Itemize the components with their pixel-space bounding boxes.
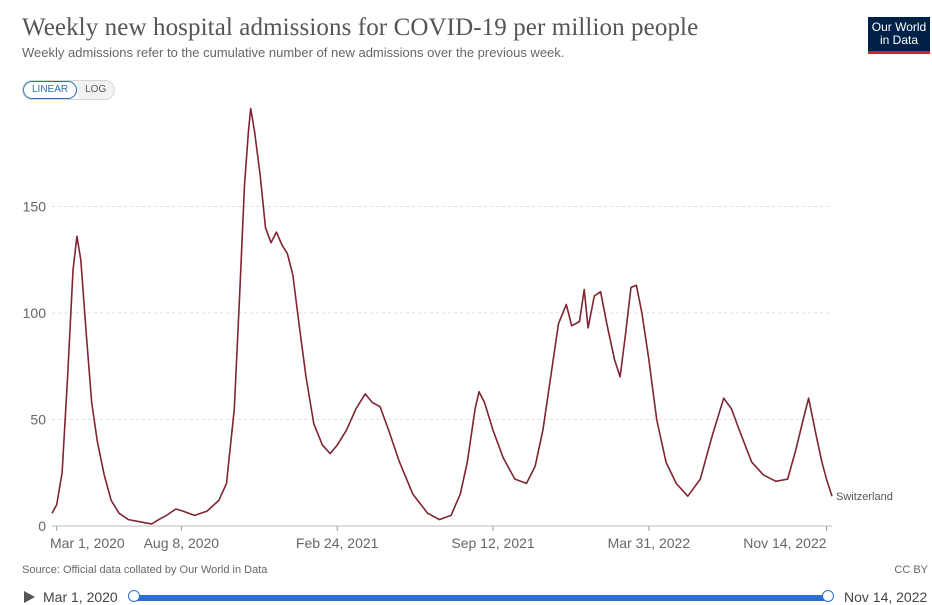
x-tick-label: Nov 14, 2022 <box>743 535 826 551</box>
x-tick-label: Feb 24, 2021 <box>296 535 379 551</box>
logo-line-1: Our World <box>871 20 927 34</box>
x-tick-label: Aug 8, 2020 <box>144 535 220 551</box>
x-tick-label: Sep 12, 2021 <box>451 535 535 551</box>
y-tick-label: 0 <box>38 518 46 534</box>
x-tick-label: Mar 1, 2020 <box>50 535 125 551</box>
chart-title: Weekly new hospital admissions for COVID… <box>22 14 699 41</box>
scale-toggle: LINEAR LOG <box>22 80 116 100</box>
timeline-end-handle[interactable] <box>822 590 834 602</box>
chart-subtitle: Weekly admissions refer to the cumulativ… <box>22 45 565 60</box>
owid-logo[interactable]: Our World in Data <box>868 17 930 54</box>
series-label-switzerland[interactable]: Switzerland <box>836 491 893 503</box>
timeline-start-handle[interactable] <box>128 590 140 602</box>
y-tick-label: 150 <box>23 199 47 215</box>
gridlines <box>52 206 832 527</box>
y-tick-label: 50 <box>30 412 46 428</box>
series-line-switzerland[interactable] <box>51 107 833 525</box>
timeline-start-label: Mar 1, 2020 <box>43 589 118 605</box>
source-note: Source: Official data collated by Our Wo… <box>22 564 268 576</box>
play-icon[interactable] <box>24 591 35 603</box>
license-link[interactable]: CC BY <box>894 564 928 576</box>
y-tick-label: 100 <box>23 305 47 321</box>
timeline-end-label: Nov 14, 2022 <box>844 589 928 605</box>
series-lines: Switzerland <box>51 107 893 525</box>
x-axis: Mar 1, 2020 Aug 8, 2020 Feb 24, 2021 Sep 12… <box>50 526 828 551</box>
y-axis: 0 50 100 150 <box>23 199 47 535</box>
timeline-track[interactable] <box>134 595 828 601</box>
line-chart: 0 50 100 150 Mar 1, 2020 Aug 8, 2020 Feb 24, … <box>23 107 893 551</box>
logo-line-2: in Data <box>879 33 919 47</box>
log-scale-button[interactable]: LOG <box>77 81 115 99</box>
linear-scale-button[interactable]: LINEAR <box>23 81 78 99</box>
timeline-slider: Mar 1, 2020 Nov 14, 2022 <box>0 586 932 605</box>
x-tick-label: Mar 31, 2022 <box>608 535 691 551</box>
